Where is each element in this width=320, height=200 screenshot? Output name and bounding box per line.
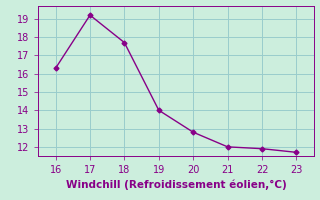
X-axis label: Windchill (Refroidissement éolien,°C): Windchill (Refroidissement éolien,°C) — [66, 179, 286, 190]
